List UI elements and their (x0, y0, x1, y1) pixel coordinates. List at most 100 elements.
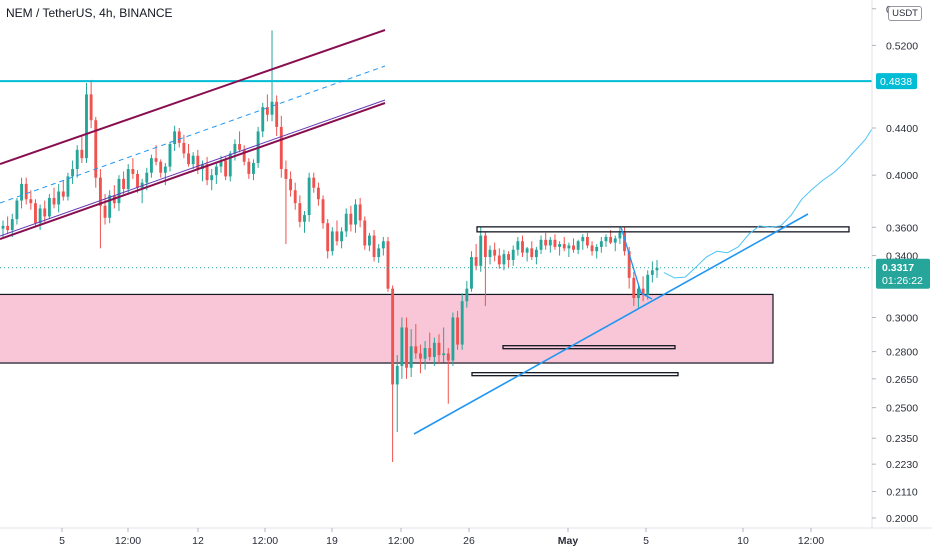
candle-body (321, 199, 325, 224)
price-tick-label: 0.2800 (886, 347, 918, 359)
candle-body (307, 177, 311, 216)
candle-body (511, 249, 515, 260)
candle-body (516, 241, 520, 250)
consolidation-top-box[interactable] (476, 226, 850, 233)
candle-body (609, 236, 613, 243)
candle-body (488, 249, 492, 258)
time-tick-label: 12:00 (115, 535, 141, 547)
candle-body (177, 131, 181, 143)
candle-body (224, 160, 228, 177)
candle-body (562, 244, 566, 249)
candle-body (289, 178, 293, 191)
time-axis[interactable]: 5 12:00 12 12:00 19 12:00 26 May 5 10 12:00 (59, 528, 824, 547)
candle-body (38, 208, 42, 224)
time-tick-label: 5 (643, 535, 649, 547)
candle-body (539, 239, 543, 250)
candle-body (228, 153, 232, 177)
candle-body (275, 101, 279, 127)
candle-body (623, 232, 626, 252)
candle-body (149, 158, 153, 173)
candle-body (367, 235, 371, 246)
channel-upper-line[interactable] (0, 29, 386, 165)
currency-unit-button[interactable]: USDT (888, 6, 922, 21)
candle-body (423, 348, 427, 359)
candle-body (456, 317, 459, 345)
candle-body (187, 153, 190, 165)
candle-body (242, 149, 246, 162)
candle-body (108, 195, 112, 218)
current-price-label: 0.3317 (882, 262, 914, 274)
channel-inner-line (0, 99, 386, 237)
candle-body (284, 169, 288, 179)
candle-body (312, 177, 316, 188)
candle-body (205, 164, 209, 181)
candle-body (581, 236, 585, 242)
candle-body (117, 178, 121, 204)
price-tick-label: 0.3600 (886, 222, 918, 234)
candle-body (326, 223, 330, 252)
demand-zone[interactable] (0, 293, 774, 364)
price-tick-label: 0.2110 (886, 487, 917, 499)
candle-body (372, 235, 376, 258)
candle-body (173, 131, 177, 145)
candle-body (24, 183, 28, 200)
candle-body (544, 239, 548, 246)
candle-body (145, 172, 149, 183)
price-tick-label: 0.2500 (886, 403, 918, 415)
candle-body (567, 245, 571, 249)
candle-body (650, 270, 654, 275)
price-tick-label: 0.2000 (886, 513, 918, 525)
candle-body (525, 248, 529, 253)
candle-body (386, 241, 390, 289)
candle-body (437, 342, 441, 356)
candle-body (502, 254, 506, 265)
candle-body (446, 353, 450, 361)
candle-body (6, 225, 10, 231)
candle-body (572, 245, 575, 250)
candle-body (43, 208, 47, 217)
candle-body (381, 241, 385, 249)
title-separator: , (112, 6, 120, 20)
candle-body (354, 204, 357, 225)
candle-body (140, 182, 144, 188)
time-tick-label: May (558, 535, 579, 547)
candle-body (75, 149, 79, 170)
candle-body (595, 246, 599, 252)
candle-body (279, 126, 283, 170)
price-tick-label: 0.3000 (886, 312, 918, 324)
symbol-name[interactable]: NEM / TetherUS (6, 6, 93, 20)
candle-body (270, 101, 274, 115)
channel-lower-line[interactable] (0, 102, 386, 240)
candle-body (414, 346, 418, 354)
candle-body (57, 191, 61, 205)
candle-body (637, 288, 640, 299)
time-tick-label: 12:00 (388, 535, 414, 547)
candle-body (400, 327, 404, 366)
time-tick-label: 12 (192, 535, 204, 547)
interval-label[interactable]: 4h (99, 6, 113, 20)
support-box[interactable] (471, 372, 679, 377)
candle-body (316, 187, 320, 200)
candle-body (479, 235, 483, 266)
candle-body (534, 249, 538, 258)
candle-body (1, 225, 5, 229)
candle-body (98, 177, 102, 206)
candle-body (126, 169, 130, 189)
time-tick-label: 5 (59, 535, 65, 547)
candle-body (655, 267, 659, 271)
price-tick-label: 0.5200 (886, 40, 918, 52)
candle-body (409, 346, 413, 368)
candle-body (85, 94, 88, 159)
candle-body (627, 251, 631, 278)
candle-body (252, 162, 255, 174)
candle-body (214, 166, 218, 176)
candle-body (10, 219, 14, 231)
candle-body (303, 215, 306, 222)
candle-body (507, 254, 511, 260)
support-box[interactable] (502, 345, 676, 350)
candle-body (29, 199, 33, 204)
ascending-trendline[interactable] (413, 213, 809, 435)
